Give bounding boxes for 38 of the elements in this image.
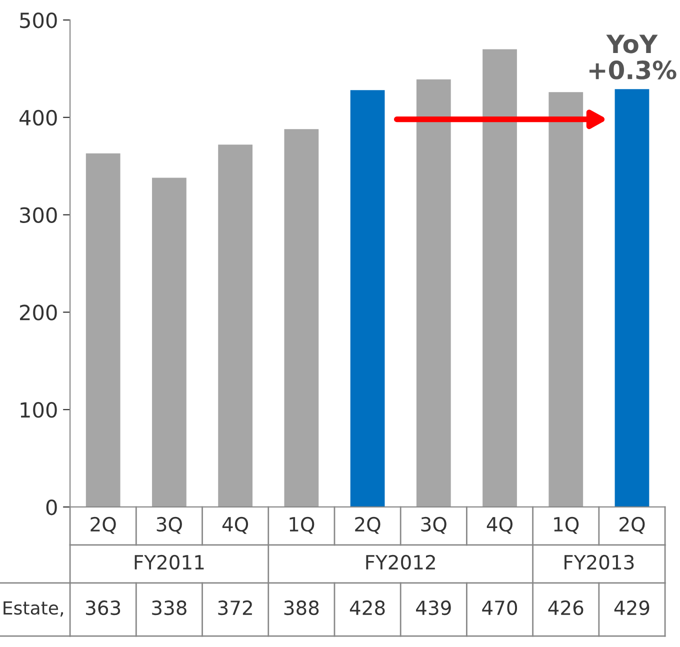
text: FY2011 [134, 554, 204, 570]
bar [152, 178, 186, 507]
data-label: 388 [284, 600, 319, 616]
bar [548, 92, 584, 507]
bar [614, 89, 650, 507]
data-label: 372 [218, 600, 252, 616]
bar [86, 153, 120, 507]
x-tick-label: 2Q [355, 516, 380, 534]
bar [416, 79, 451, 507]
x-tick-label: 2Q [90, 516, 116, 534]
data-label: 338 [152, 600, 186, 616]
x-tick-label: 4Q [222, 516, 248, 534]
data-label: 429 [614, 600, 650, 616]
bar [350, 90, 385, 507]
data-label: 470 [482, 600, 518, 616]
data-label: 428 [350, 600, 385, 616]
data-label: 363 [86, 600, 120, 616]
x-tick-label: 3Q [421, 516, 446, 534]
text: FY2013 [564, 554, 634, 570]
y-tick-label: 400 [19, 110, 57, 126]
text: FY2012 [366, 554, 435, 570]
x-tick-label: 3Q [156, 516, 182, 534]
bar [218, 144, 253, 507]
y-tick-label: 200 [20, 304, 57, 320]
annotation: YoY +0.3% [589, 34, 676, 80]
y-tick-label: 100 [20, 402, 57, 418]
data-label: 439 [416, 600, 451, 616]
x-tick-label: 4Q [486, 516, 513, 534]
y-tick-label: 0 [46, 499, 57, 516]
data-label: 426 [548, 600, 584, 616]
y-tick-label: 500 [20, 12, 57, 28]
y-tick-label: 300 [20, 207, 57, 223]
x-tick-label: 1Q [554, 516, 579, 534]
bar [482, 49, 517, 507]
x-tick-label: 2Q [620, 516, 645, 534]
text: Estate, [4, 601, 63, 617]
x-tick-label: 1Q [290, 516, 314, 534]
bar [284, 129, 319, 507]
